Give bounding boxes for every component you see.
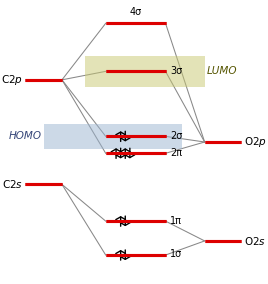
- Text: 1π: 1π: [170, 216, 182, 225]
- Text: LUMO: LUMO: [207, 66, 237, 76]
- Text: 2π: 2π: [170, 148, 182, 158]
- Text: HOMO: HOMO: [8, 131, 41, 141]
- Text: C2$p$: C2$p$: [1, 73, 23, 87]
- Bar: [85, 56, 205, 87]
- Text: O2$p$: O2$p$: [244, 135, 267, 149]
- Text: O2$s$: O2$s$: [244, 235, 266, 247]
- Text: 4σ: 4σ: [129, 7, 142, 17]
- Text: 1σ: 1σ: [170, 249, 183, 260]
- Bar: [44, 124, 182, 149]
- Text: 3σ: 3σ: [170, 66, 183, 76]
- Text: 2σ: 2σ: [170, 131, 183, 141]
- Text: C2$s$: C2$s$: [2, 178, 23, 190]
